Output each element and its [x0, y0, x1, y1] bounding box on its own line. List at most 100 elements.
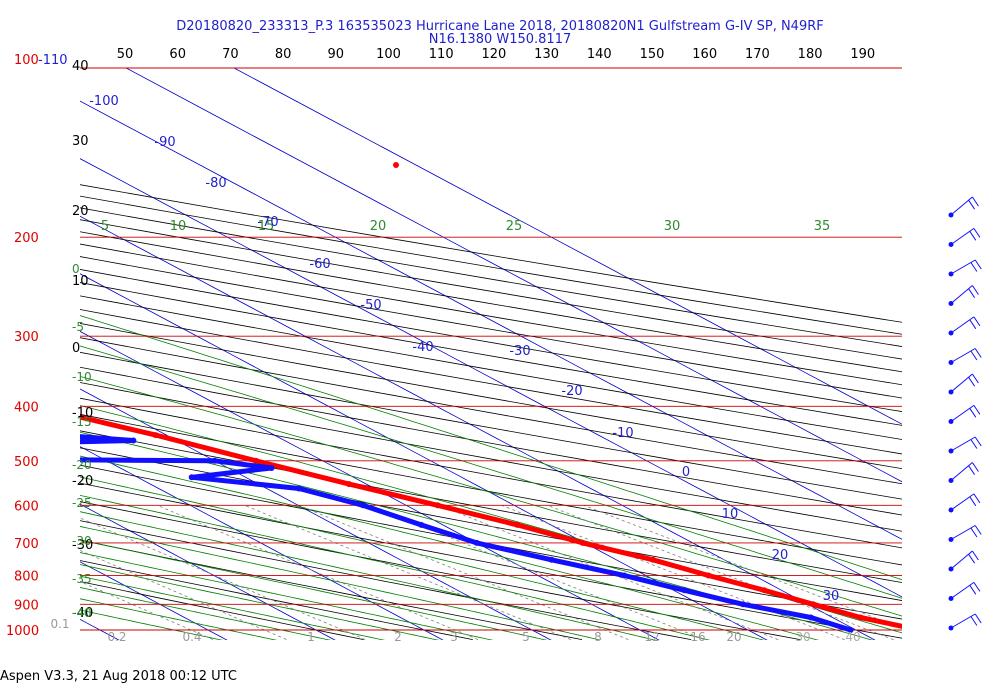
theta-left-label: -30: [72, 534, 92, 548]
sounding-profiles: [80, 162, 911, 633]
dry-adiabat-line: [80, 269, 902, 412]
pressure-label: 500: [14, 455, 39, 470]
moist-adiabat-line: [80, 476, 765, 640]
mixing-ratio-label: 5: [522, 630, 530, 644]
wind-barb-staff: [950, 348, 976, 363]
mixing-ratio-label: 20: [726, 630, 741, 644]
temperature-isolated-point: [393, 162, 399, 168]
wind-barb-flag: [974, 259, 982, 270]
mixing-ratio-label: 8: [594, 630, 602, 644]
theta-e-label: 35: [814, 219, 831, 234]
top-axis-tick-label: 140: [587, 47, 612, 62]
wind-barb-flag: [974, 525, 982, 535]
wind-barb-staff: [950, 525, 976, 540]
wind-barb: [948, 493, 981, 513]
dry-adiabat-line: [80, 243, 902, 386]
mixing-ratio-label: 0.2: [107, 630, 126, 644]
wind-barb: [948, 550, 979, 572]
chart-grid: [0, 68, 902, 642]
wind-barb-flag: [969, 231, 977, 241]
mixing-ratio-label: 0.1: [50, 617, 69, 631]
theta-left-label: -35: [72, 572, 92, 586]
left-temp-label: -40: [72, 606, 93, 621]
dry-adiabat-line: [80, 195, 902, 335]
temperature-profile-point: [252, 457, 259, 464]
top-left-pressure-label: 100: [14, 53, 39, 68]
dry-adiabat-line: [80, 366, 902, 516]
top-axis-tick-label: 170: [745, 47, 770, 62]
dry-adiabat-line: [80, 337, 902, 485]
moist-adiabat-line: [80, 598, 278, 640]
wind-barb-staff: [950, 581, 975, 599]
wind-barb-staff: [950, 613, 976, 629]
isotherm-line: [233, 68, 902, 425]
wind-barb: [948, 581, 981, 601]
isotherm-label: -50: [360, 298, 381, 313]
isotherm-line: [125, 68, 902, 483]
chart-subtitle: N16.1380 W150.8117: [429, 32, 572, 47]
top-axis-tick-label: 50: [117, 47, 134, 62]
wind-barb-flag: [973, 405, 981, 415]
dewpoint-profile-point: [847, 627, 854, 633]
wind-barb-flag: [974, 436, 982, 447]
wind-barb-flag: [970, 616, 978, 626]
isotherm-label: 0: [682, 465, 690, 480]
dry-adiabat-line: [80, 323, 902, 470]
top-axis-tick-label: 80: [275, 47, 292, 62]
dry-adiabat-line: [80, 282, 902, 426]
top-axis-tick-label: 180: [798, 47, 823, 62]
isotherm-label: -20: [561, 384, 582, 399]
theta-e-label: 10: [170, 219, 187, 234]
isotherm-label: 20: [772, 548, 789, 563]
dewpoint-profile-point: [621, 572, 628, 579]
mixing-ratio-label: 1: [307, 630, 315, 644]
mixing-ratio-line: [298, 504, 631, 640]
temperature-profile-point: [434, 502, 441, 509]
wind-barb-flag: [968, 465, 976, 475]
wind-barb: [948, 404, 981, 424]
temperature-profile-point: [905, 625, 911, 631]
temperature-profile-point: [650, 556, 656, 563]
moist-adiabat-line: [80, 345, 902, 599]
dry-adiabat-line: [80, 207, 902, 347]
moist-adiabat-line: [80, 455, 819, 640]
temperature-profile-point: [514, 521, 521, 528]
dry-adiabat-line: [80, 184, 902, 323]
pressure-label: 600: [14, 499, 39, 514]
pressure-label: 200: [14, 231, 39, 246]
top-axis-tick-label: 120: [481, 47, 506, 62]
dewpoint-profile: [80, 434, 854, 633]
isotherm-label: -30: [509, 344, 530, 359]
dry-adiabat-line: [80, 581, 364, 640]
dewpoint-profile-point: [296, 485, 302, 492]
moist-adiabat-line: [80, 431, 874, 640]
wind-barb: [948, 196, 979, 218]
left-temp-label: 30: [72, 134, 89, 149]
temperature-profile-point: [761, 587, 768, 594]
mixing-ratio-line: [439, 504, 781, 640]
isotherm-label: -70: [257, 215, 278, 230]
wind-barb-flag: [971, 462, 979, 472]
axis-labels: 50 60 70 80 90 100 110 120 130 140 150 160 170 180 190…: [6, 47, 875, 644]
dry-adiabat-line: [80, 397, 902, 549]
theta-left-label: -25: [72, 496, 92, 510]
isotherm-line: [0, 68, 14, 642]
isotherm-label: -10: [612, 426, 633, 441]
left-temp-label: -30: [72, 538, 93, 553]
mixing-ratio-line: [547, 504, 896, 640]
isotherm-line: [80, 215, 876, 640]
dry-adiabat-line: [80, 309, 902, 455]
theta-e-label: 20: [370, 219, 387, 234]
top-left-temp-label: -110: [38, 53, 68, 68]
mixing-ratio-label: 16: [690, 630, 705, 644]
mixing-ratio-label: 3: [450, 630, 458, 644]
bottom-right-label: 40: [845, 630, 860, 644]
dry-adiabat-line: [80, 256, 902, 399]
moist-adiabat-line: [80, 564, 440, 640]
dewpoint-profile-point: [807, 614, 814, 621]
left-temp-label: -20: [72, 474, 93, 489]
left-temp-label: 0: [72, 341, 80, 356]
isotherm-label: -100: [89, 94, 119, 109]
theta-e-label: 5: [101, 219, 109, 234]
wind-barbs: [948, 196, 982, 631]
